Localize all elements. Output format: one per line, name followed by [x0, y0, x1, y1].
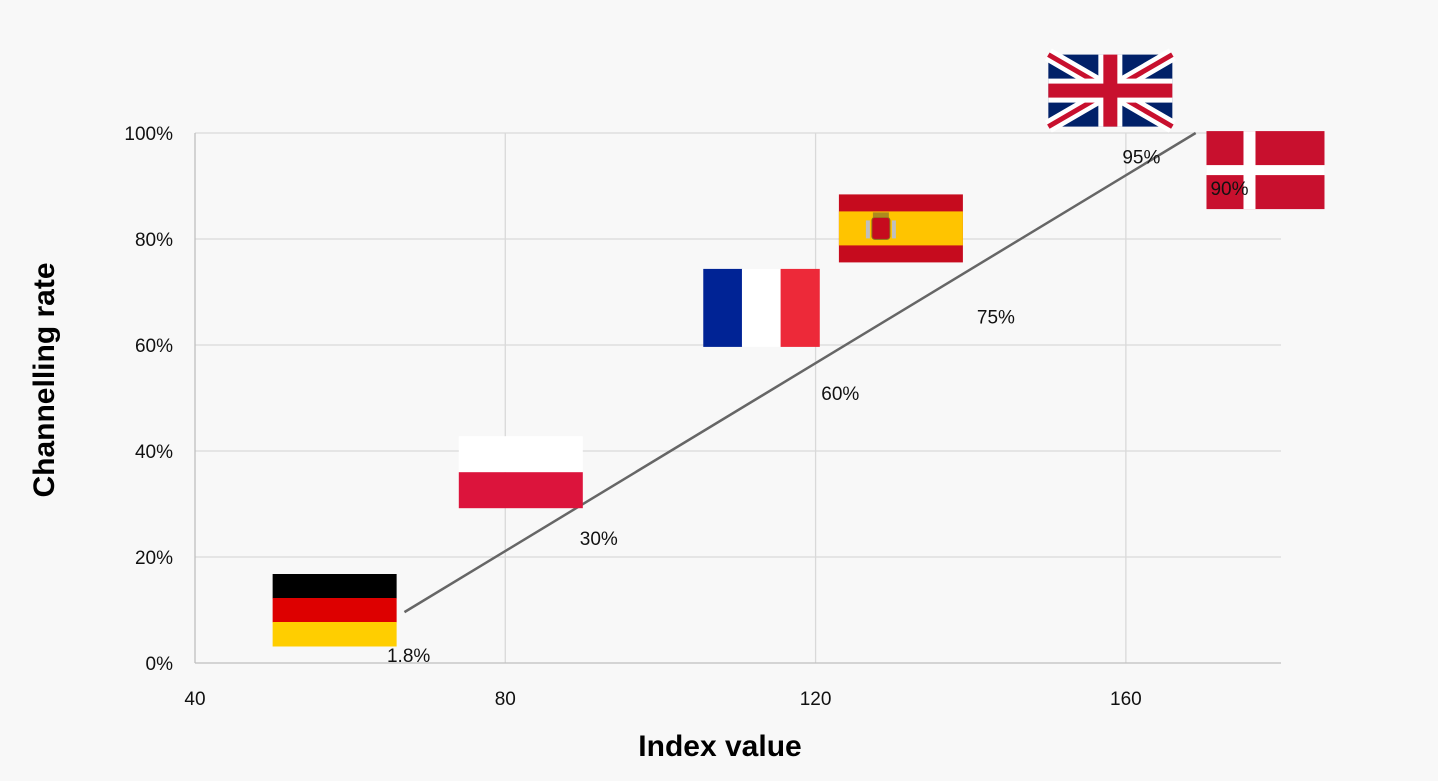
coat-of-arms-icon [871, 216, 891, 240]
spain-flag [838, 194, 963, 263]
flag-stripe [838, 211, 963, 246]
x-tick-label: 160 [1110, 689, 1142, 710]
uk-flag [1044, 48, 1176, 133]
crown-icon [872, 212, 889, 218]
flags-group [272, 48, 1325, 647]
y-tick-label: 0% [146, 654, 174, 675]
flag-stripe [741, 268, 782, 347]
france-flag [703, 268, 820, 347]
flag-stripe [458, 436, 583, 473]
y-tick-label: 60% [135, 336, 173, 357]
data-label-france: 60% [821, 384, 859, 405]
y-tick-label: 40% [135, 442, 173, 463]
pillar-icon [865, 220, 870, 239]
flag-stripe [272, 598, 397, 623]
y-tick-label: 100% [124, 124, 173, 145]
data-label-uk: 95% [1122, 148, 1160, 169]
germany-flag [272, 574, 397, 647]
data-labels-group: 1.8% 30% 60% 75% 95% 90% [387, 148, 1249, 667]
x-tick-label: 120 [800, 689, 832, 710]
flag-stripe [703, 268, 743, 347]
trendline-group [403, 131, 1197, 614]
flag-cross [1048, 83, 1173, 98]
data-label-spain: 75% [977, 307, 1015, 328]
flag-stripe [458, 472, 583, 509]
data-label-poland: 30% [580, 529, 618, 550]
denmark-flag [1206, 131, 1325, 210]
axes: 0% 20% 40% 60% 80% 100% 40 80 120 160 [124, 124, 1281, 710]
x-axis-title: Index value [638, 730, 801, 763]
flag-stripe [272, 622, 397, 647]
pillar-icon [891, 220, 896, 239]
x-tick-label: 80 [495, 689, 516, 710]
poland-flag [458, 436, 583, 509]
flag-cross [1206, 165, 1325, 176]
x-tick-label: 40 [184, 689, 205, 710]
flag-stripe [272, 574, 397, 599]
data-label-germany: 1.8% [387, 646, 430, 667]
y-axis-title: Channelling rate [28, 262, 61, 497]
trendline [403, 131, 1197, 614]
flag-stripe [780, 268, 820, 347]
y-tick-label: 80% [135, 230, 173, 251]
y-tick-label: 20% [135, 548, 173, 569]
data-label-denmark: 90% [1210, 179, 1248, 200]
